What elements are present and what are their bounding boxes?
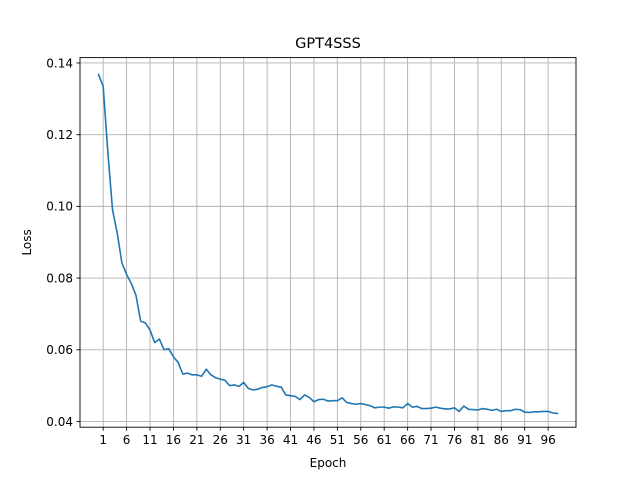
y-tick-label: 0.04	[46, 415, 73, 429]
x-tick-label: 56	[353, 433, 368, 447]
grid-lines	[80, 57, 576, 428]
y-tick-label: 0.08	[46, 271, 73, 285]
x-tick-label: 96	[540, 433, 555, 447]
x-tick-label: 66	[400, 433, 415, 447]
x-tick-label: 46	[306, 433, 321, 447]
y-tick-label: 0.14	[46, 56, 73, 70]
x-tick-label: 1	[99, 433, 107, 447]
x-tick-label: 16	[166, 433, 181, 447]
x-axis-label: Epoch	[310, 456, 347, 470]
x-axis-ticks: 1 6 11 16 21 26 31 36 41 46 51 56 61 66 71 76 81 86 91 96	[99, 427, 556, 447]
plot-frame	[79, 57, 577, 428]
x-tick-label: 76	[447, 433, 462, 447]
x-tick-label: 81	[470, 433, 485, 447]
x-tick-label: 11	[142, 433, 157, 447]
x-tick-label: 31	[236, 433, 251, 447]
chart-title: GPT4SSS	[295, 36, 361, 52]
y-axis-label: Loss	[20, 229, 34, 255]
x-tick-label: 86	[494, 433, 509, 447]
loss-series-line	[97, 73, 559, 415]
x-tick-label: 71	[423, 433, 438, 447]
x-tick-label: 51	[330, 433, 345, 447]
x-tick-label: 6	[123, 433, 131, 447]
x-tick-label: 41	[283, 433, 298, 447]
x-tick-label: 91	[517, 433, 532, 447]
x-tick-label: 21	[189, 433, 204, 447]
y-tick-label: 0.12	[46, 128, 73, 142]
x-tick-label: 36	[259, 433, 274, 447]
x-tick-label: 26	[213, 433, 228, 447]
x-tick-label: 61	[377, 433, 392, 447]
y-tick-label: 0.10	[46, 200, 73, 214]
y-axis-ticks: 0.04 0.06 0.08 0.10 0.12 0.14	[46, 56, 80, 429]
y-tick-label: 0.06	[46, 343, 73, 357]
